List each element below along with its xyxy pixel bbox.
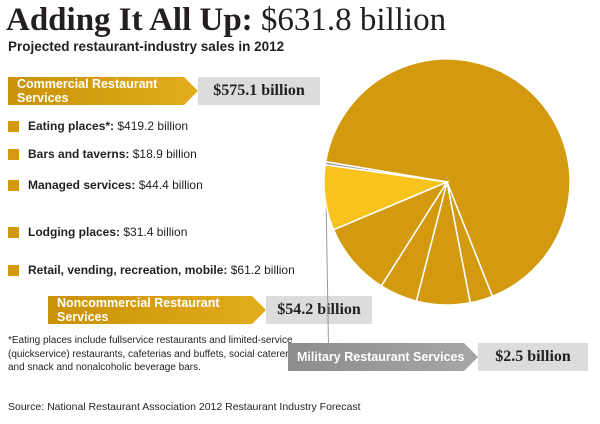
legend-value: $31.4 billion xyxy=(123,225,188,239)
footnote: *Eating places include fullservice resta… xyxy=(8,335,297,373)
legend-swatch xyxy=(8,264,19,276)
source-note: Source: National Restaurant Association … xyxy=(8,401,361,413)
legend-swatch xyxy=(8,120,19,132)
pie-slice-retail-vending-recreation-mobile xyxy=(332,180,449,287)
military-amount: $2.5 billion xyxy=(478,343,588,371)
legend-value: $419.2 billion xyxy=(117,119,189,133)
chart-subtitle: Projected restaurant-industry sales in 2… xyxy=(8,39,285,54)
legend-item-lodging-places: Lodging places: $31.4 billion xyxy=(8,225,187,239)
noncommercial-band: Noncommercial Restaurant Services xyxy=(48,296,266,324)
military-band: Military Restaurant Services xyxy=(288,343,478,371)
title-total: $631.8 billion xyxy=(260,2,447,38)
legend-label: Managed services: xyxy=(28,178,136,192)
pie-slices xyxy=(323,58,571,306)
legend-item-eating-places: Eating places*: $419.2 billion xyxy=(8,119,188,133)
legend-value: $44.4 billion xyxy=(138,178,203,192)
legend-label: Bars and taverns: xyxy=(28,147,130,161)
commercial-amount: $575.1 billion xyxy=(198,77,320,105)
legend-item-managed-services: Managed services: $44.4 billion xyxy=(8,178,203,192)
legend-swatch xyxy=(8,179,19,191)
legend-value: $18.9 billion xyxy=(132,147,197,161)
legend-label: Lodging places: xyxy=(28,225,121,239)
noncommercial-amount: $54.2 billion xyxy=(266,296,372,324)
legend-item-retail-vending: Retail, vending, recreation, mobile: $61… xyxy=(8,263,295,277)
commercial-band: Commercial Restaurant Services xyxy=(8,77,198,105)
pie-slice-military-restaurant-services xyxy=(324,160,448,183)
legend-label: Eating places*: xyxy=(28,119,115,133)
legend-swatch xyxy=(8,148,19,160)
title-label: Adding It All Up: xyxy=(6,2,253,38)
legend-item-bars-and-taverns: Bars and taverns: $18.9 billion xyxy=(8,147,197,161)
pie-slice-eating-places xyxy=(324,58,571,298)
chart-title: Adding It All Up: $631.8 billion xyxy=(6,0,446,40)
legend-value: $61.2 billion xyxy=(230,263,295,277)
legend-label: Retail, vending, recreation, mobile: xyxy=(28,263,228,277)
legend-swatch xyxy=(8,226,19,238)
